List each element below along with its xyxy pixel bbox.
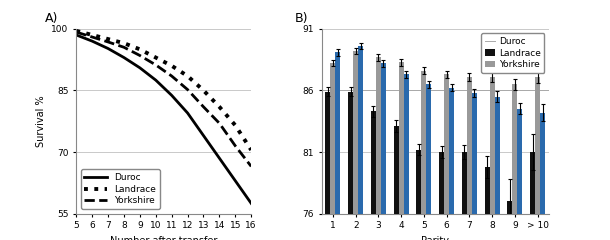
Bar <box>336 52 340 240</box>
Bar <box>417 150 422 240</box>
Landrace <box>232 124 239 127</box>
Landrace <box>104 38 112 41</box>
Bar <box>331 63 336 240</box>
Bar <box>530 152 535 240</box>
Duroc <box>248 202 255 205</box>
Bar <box>472 93 477 240</box>
Duroc <box>120 56 127 59</box>
Bar <box>535 77 540 240</box>
Bar <box>467 77 472 240</box>
Duroc <box>232 179 239 182</box>
Landrace <box>200 89 207 92</box>
Duroc <box>184 112 191 114</box>
Bar <box>517 109 522 240</box>
Bar <box>422 71 426 240</box>
Bar <box>381 63 386 240</box>
Duroc <box>168 94 175 97</box>
Bar <box>399 62 404 240</box>
Bar <box>393 126 399 240</box>
Line: Landrace: Landrace <box>76 31 251 150</box>
Yorkshire <box>73 31 80 34</box>
Landrace <box>216 105 223 108</box>
Duroc <box>200 134 207 137</box>
Duroc <box>216 157 223 160</box>
X-axis label: Number after transfer: Number after transfer <box>110 236 217 240</box>
Yorkshire <box>216 122 223 125</box>
Bar <box>490 77 495 240</box>
Bar <box>449 88 454 240</box>
Line: Duroc: Duroc <box>76 35 251 203</box>
Bar <box>540 113 545 240</box>
Yorkshire <box>120 46 127 49</box>
Text: A): A) <box>45 12 58 25</box>
Legend: Duroc, Landrace, Yorkshire: Duroc, Landrace, Yorkshire <box>81 169 160 209</box>
Duroc <box>136 66 143 69</box>
Bar <box>439 152 444 240</box>
Yorkshire <box>184 88 191 91</box>
Duroc <box>88 40 96 42</box>
Yorkshire <box>168 75 175 78</box>
Bar <box>353 51 358 240</box>
Yorkshire <box>136 54 143 57</box>
Landrace <box>88 34 96 36</box>
Yorkshire <box>104 41 112 43</box>
Y-axis label: Survival %: Survival % <box>36 95 46 147</box>
Text: B): B) <box>294 12 308 25</box>
Duroc <box>104 47 112 50</box>
Bar <box>508 201 512 240</box>
Line: Yorkshire: Yorkshire <box>76 32 251 166</box>
Bar <box>462 152 467 240</box>
Bar <box>358 46 363 240</box>
Yorkshire <box>200 105 207 108</box>
Bar <box>484 167 490 240</box>
Bar <box>444 74 449 240</box>
Duroc <box>152 79 159 82</box>
Yorkshire <box>152 64 159 66</box>
Bar <box>326 92 331 240</box>
X-axis label: Parity: Parity <box>422 236 450 240</box>
Yorkshire <box>232 144 239 147</box>
Bar <box>404 74 409 240</box>
Yorkshire <box>248 165 255 168</box>
Bar <box>348 92 353 240</box>
Bar <box>426 84 431 240</box>
Yorkshire <box>88 36 96 38</box>
Landrace <box>136 48 143 51</box>
Landrace <box>120 42 127 45</box>
Landrace <box>152 56 159 59</box>
Bar <box>371 111 376 240</box>
Bar <box>512 84 517 240</box>
Bar <box>495 96 500 240</box>
Landrace <box>73 30 80 32</box>
Legend: Duroc, Landrace, Yorkshire: Duroc, Landrace, Yorkshire <box>481 33 545 73</box>
Landrace <box>184 75 191 78</box>
Landrace <box>168 64 175 67</box>
Duroc <box>73 34 80 36</box>
Bar <box>376 57 381 240</box>
Landrace <box>248 149 255 151</box>
